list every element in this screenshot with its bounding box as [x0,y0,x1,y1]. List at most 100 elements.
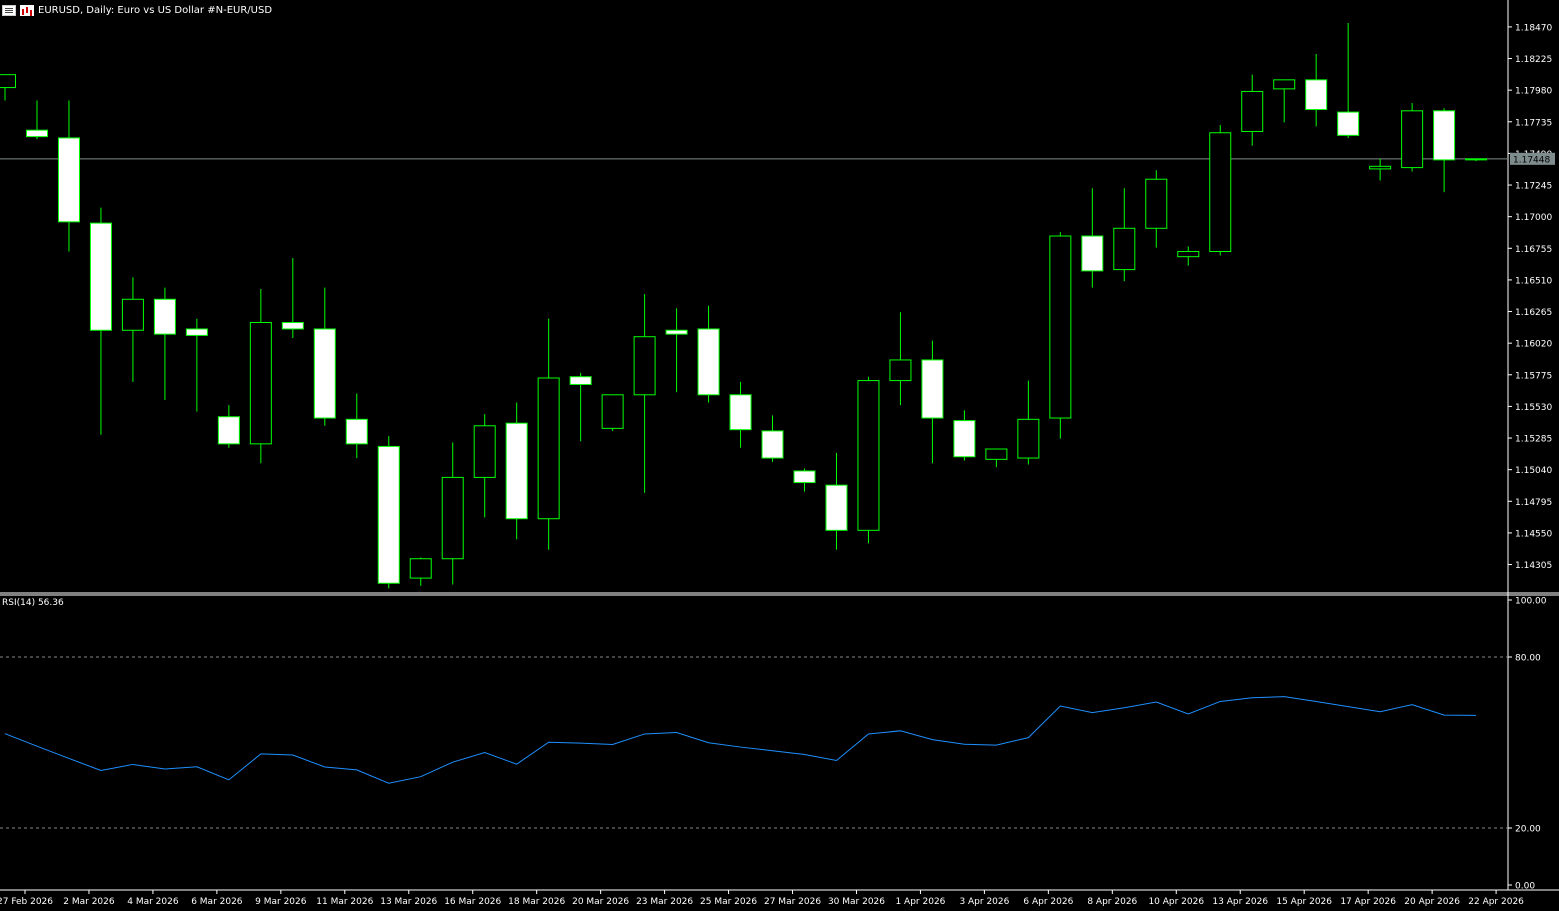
time-tick-label: 4 Mar 2026 [127,897,179,907]
candle-body-bear [218,417,239,444]
time-tick-label: 6 Mar 2026 [191,897,243,907]
candle-body-bear [1082,236,1103,271]
candle [378,436,399,588]
time-tick-label: 3 Apr 2026 [959,897,1009,907]
candle [762,415,783,461]
price-tick-label: 1.14550 [1515,529,1552,539]
candle [954,410,975,460]
time-tick-label: 13 Mar 2026 [380,897,437,907]
rsi-line [5,697,1476,784]
candle-body-bear [506,423,527,519]
candle-body-bear [282,323,303,329]
candle-body-bull [122,299,143,330]
candle-body-bull [0,75,16,88]
candle [1114,188,1135,281]
candle-body-bull [538,378,559,519]
candle-body-bull [1146,179,1167,228]
candle [730,382,751,448]
price-tick-label: 1.18470 [1515,23,1552,33]
rsi-tick-label: 20.00 [1515,825,1541,835]
candle [1434,108,1455,192]
time-tick-label: 17 Apr 2026 [1340,897,1396,907]
candle-body-bull [250,323,271,444]
candle [1370,159,1391,181]
candle-body-bear [346,419,367,444]
time-tick-label: 20 Apr 2026 [1404,897,1460,907]
candle [506,403,527,540]
time-tick-label: 30 Mar 2026 [828,897,885,907]
candle-body-bear [1434,111,1455,160]
price-tick-label: 1.16265 [1515,308,1552,318]
candle [314,288,335,426]
candle [602,395,623,431]
candle [26,100,47,139]
time-tick-label: 25 Mar 2026 [700,897,757,907]
time-tick-label: 20 Mar 2026 [572,897,629,907]
candle-body-bear [698,329,719,395]
bar-chart-icon[interactable] [20,5,34,16]
candle [1018,381,1039,465]
price-tick-label: 1.15040 [1515,466,1552,476]
price-tick-label: 1.17980 [1515,87,1552,97]
candle [122,277,143,382]
candle-body-bull [1210,133,1231,252]
candle [1050,232,1071,439]
candle [570,373,591,441]
candle-body-bear [26,130,47,136]
candle-body-bear [666,330,687,334]
candle-body-bull [1018,419,1039,458]
candle-body-bull [1402,111,1423,168]
candle [1146,170,1167,247]
chart-menu-icon[interactable] [2,5,16,16]
rsi-tick-label: 100.00 [1515,597,1547,607]
time-tick-label: 13 Apr 2026 [1212,897,1268,907]
candle [282,258,303,338]
price-tick-label: 1.16020 [1515,340,1552,350]
candle [1274,80,1295,123]
candle [186,319,207,412]
candle [1178,246,1199,265]
candle [1210,125,1231,255]
candle [474,414,495,517]
candle-body-bear [1306,80,1327,110]
time-tick-label: 27 Mar 2026 [764,897,821,907]
time-tick-label: 18 Mar 2026 [508,897,565,907]
candle-body-bear [762,431,783,458]
current-price-label: 1.17448 [1513,155,1550,165]
candle [0,75,16,101]
candle-body-bull [602,395,623,429]
time-tick-label: 1 Apr 2026 [895,897,945,907]
candle [410,557,431,585]
price-tick-label: 1.16510 [1515,276,1552,286]
candle-body-bull [1466,159,1487,160]
candle-body-bull [634,337,655,395]
candle [154,288,175,400]
price-tick-label: 1.17735 [1515,118,1552,128]
candle-body-bear [314,329,335,418]
candle-body-bear [794,471,815,483]
candle [698,306,719,403]
candle-body-bear [58,138,79,222]
time-tick-label: 6 Apr 2026 [1023,897,1073,907]
time-tick-label: 15 Apr 2026 [1276,897,1332,907]
candle-body-bull [986,449,1007,459]
candle-body-bear [1338,112,1359,135]
rsi-tick-label: 0.00 [1515,882,1535,892]
candle [1306,54,1327,126]
candle [1338,23,1359,138]
candle-body-bull [1050,236,1071,418]
price-tick-label: 1.17245 [1515,182,1552,192]
candle [986,449,1007,467]
candle [346,394,367,459]
candle-body-bull [890,360,911,381]
time-tick-label: 11 Mar 2026 [316,897,373,907]
rsi-tick-label: 80.00 [1515,654,1541,664]
candle-body-bear [826,485,847,530]
time-tick-label: 23 Mar 2026 [636,897,693,907]
price-tick-label: 1.15775 [1515,371,1552,381]
candle-body-bear [186,329,207,335]
candle-body-bear [90,223,111,330]
price-tick-label: 1.14795 [1515,498,1552,508]
candle-body-bear [922,360,943,418]
